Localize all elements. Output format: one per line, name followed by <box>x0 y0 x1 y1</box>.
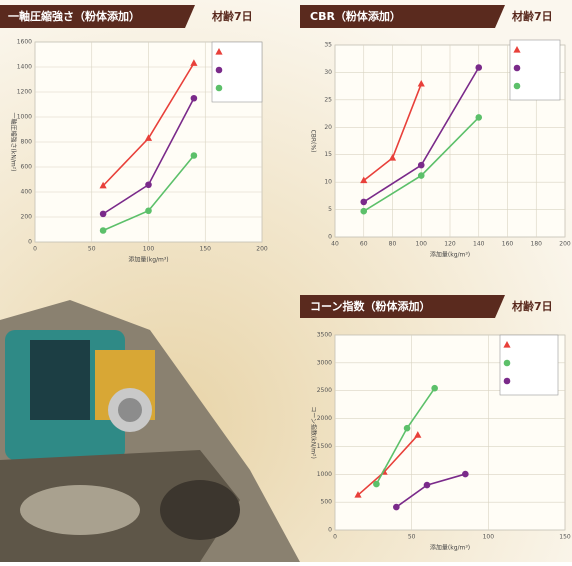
x-tick-label: 0 <box>333 534 337 541</box>
x-tick-label: 50 <box>88 246 96 253</box>
x-tick-label: 140 <box>473 241 485 248</box>
x-tick-label: 200 <box>256 246 268 253</box>
marker <box>475 64 483 71</box>
marker <box>360 207 368 215</box>
y-axis-label: 一軸圧縮強さ(kN/m²) <box>10 113 18 172</box>
y-tick-label: 20 <box>324 124 332 131</box>
marker <box>190 59 198 66</box>
marker <box>403 424 411 432</box>
y-tick-label: 600 <box>21 164 33 171</box>
marker <box>431 384 438 392</box>
chart-title: 一軸圧縮強さ（粉体添加） <box>8 9 140 23</box>
marker <box>373 480 380 488</box>
marker <box>354 491 362 498</box>
legend-marker <box>503 377 511 385</box>
y-tick-label: 1000 <box>17 114 32 121</box>
note: 材齢7日 <box>512 299 553 313</box>
title-banner: CBR（粉体添加） 材齢7日 <box>300 5 553 28</box>
y-axis-label: CBR(%) <box>310 130 317 153</box>
marker <box>393 503 400 511</box>
legend-marker <box>503 359 511 367</box>
legend-marker <box>513 64 521 72</box>
marker <box>190 152 198 159</box>
legend-marker <box>503 341 511 348</box>
x-tick-label: 150 <box>200 246 212 253</box>
x-axis-label: 添加量(kg/m³) <box>430 251 470 259</box>
y-tick-label: 0 <box>328 234 332 241</box>
marker <box>417 172 425 179</box>
marker <box>417 161 425 169</box>
y-axis-label: コーン指数(kN/m²) <box>310 406 318 459</box>
legend-marker <box>513 46 521 53</box>
x-tick-label: 180 <box>531 241 543 248</box>
legend-marker <box>215 48 223 55</box>
x-tick-label: 150 <box>559 534 571 541</box>
y-tick-label: 2000 <box>317 415 332 422</box>
y-tick-label: 3500 <box>317 332 332 339</box>
y-tick-label: 3000 <box>317 359 332 366</box>
x-tick-label: 80 <box>389 241 397 248</box>
y-tick-label: 1000 <box>317 471 332 478</box>
y-tick-label: 500 <box>321 499 333 506</box>
photo <box>0 300 300 562</box>
y-tick-label: 5 <box>328 206 332 213</box>
chart: 0 500 1000 1500 2000 2500 3000 3500 0 50 100 150 添加量… <box>310 332 571 552</box>
x-tick-label: 200 <box>559 241 571 248</box>
title-banner: 一軸圧縮強さ（粉体添加） 材齢7日 <box>0 5 253 28</box>
legend-marker <box>513 82 521 90</box>
marker <box>423 481 431 489</box>
note: 材齢7日 <box>212 9 253 23</box>
x-tick-label: 100 <box>143 246 155 253</box>
x-axis-label: 添加量(kg/m³) <box>128 256 168 264</box>
legend-marker <box>215 84 223 92</box>
marker <box>145 181 152 189</box>
chart: 0 200 400 600 800 1000 1200 1400 1600 0 50 100 150 20… <box>10 39 268 264</box>
marker <box>360 198 368 206</box>
y-tick-label: 30 <box>324 69 332 76</box>
chart-title: コーン指数（粉体添加） <box>310 299 430 313</box>
x-tick-label: 50 <box>408 534 416 541</box>
marker <box>99 181 107 189</box>
marker <box>144 134 153 141</box>
x-tick-label: 60 <box>360 241 368 248</box>
marker <box>190 94 198 102</box>
x-axis-label: 添加量(kg/m³) <box>430 544 470 552</box>
y-tick-label: 2500 <box>317 387 332 394</box>
x-tick-label: 100 <box>483 534 495 541</box>
y-tick-label: 1600 <box>17 39 32 46</box>
marker <box>462 470 469 478</box>
title-banner: コーン指数（粉体添加） 材齢7日 <box>300 295 553 318</box>
y-tick-label: 1400 <box>17 64 32 71</box>
x-tick-label: 40 <box>331 241 339 248</box>
legend-marker <box>215 66 223 74</box>
x-tick-label: 160 <box>502 241 514 248</box>
x-tick-label: 100 <box>416 241 428 248</box>
marker <box>360 176 368 184</box>
marker <box>388 154 397 161</box>
chart: 0 5 10 15 20 25 30 35 40 60 80 100 120 140 160 180 200 添加… <box>310 39 571 259</box>
note: 材齢7日 <box>512 9 553 23</box>
marker <box>414 431 422 438</box>
y-tick-label: 800 <box>21 139 33 146</box>
marker <box>99 210 107 218</box>
y-tick-label: 400 <box>21 189 33 196</box>
x-tick-label: 120 <box>444 241 456 248</box>
chart-title: CBR（粉体添加） <box>310 9 401 23</box>
x-tick-label: 0 <box>33 246 37 253</box>
marker <box>145 207 152 215</box>
y-tick-label: 1500 <box>317 443 332 450</box>
y-tick-label: 1200 <box>17 89 32 96</box>
y-tick-label: 0 <box>28 239 32 246</box>
y-tick-label: 0 <box>328 527 332 534</box>
y-tick-label: 25 <box>324 96 332 103</box>
y-tick-label: 200 <box>21 214 33 221</box>
y-tick-label: 35 <box>324 42 332 49</box>
y-tick-label: 15 <box>324 151 332 158</box>
marker <box>417 79 425 87</box>
marker <box>99 227 107 234</box>
legend <box>499 334 559 396</box>
marker <box>475 114 483 121</box>
y-tick-label: 10 <box>324 179 332 186</box>
